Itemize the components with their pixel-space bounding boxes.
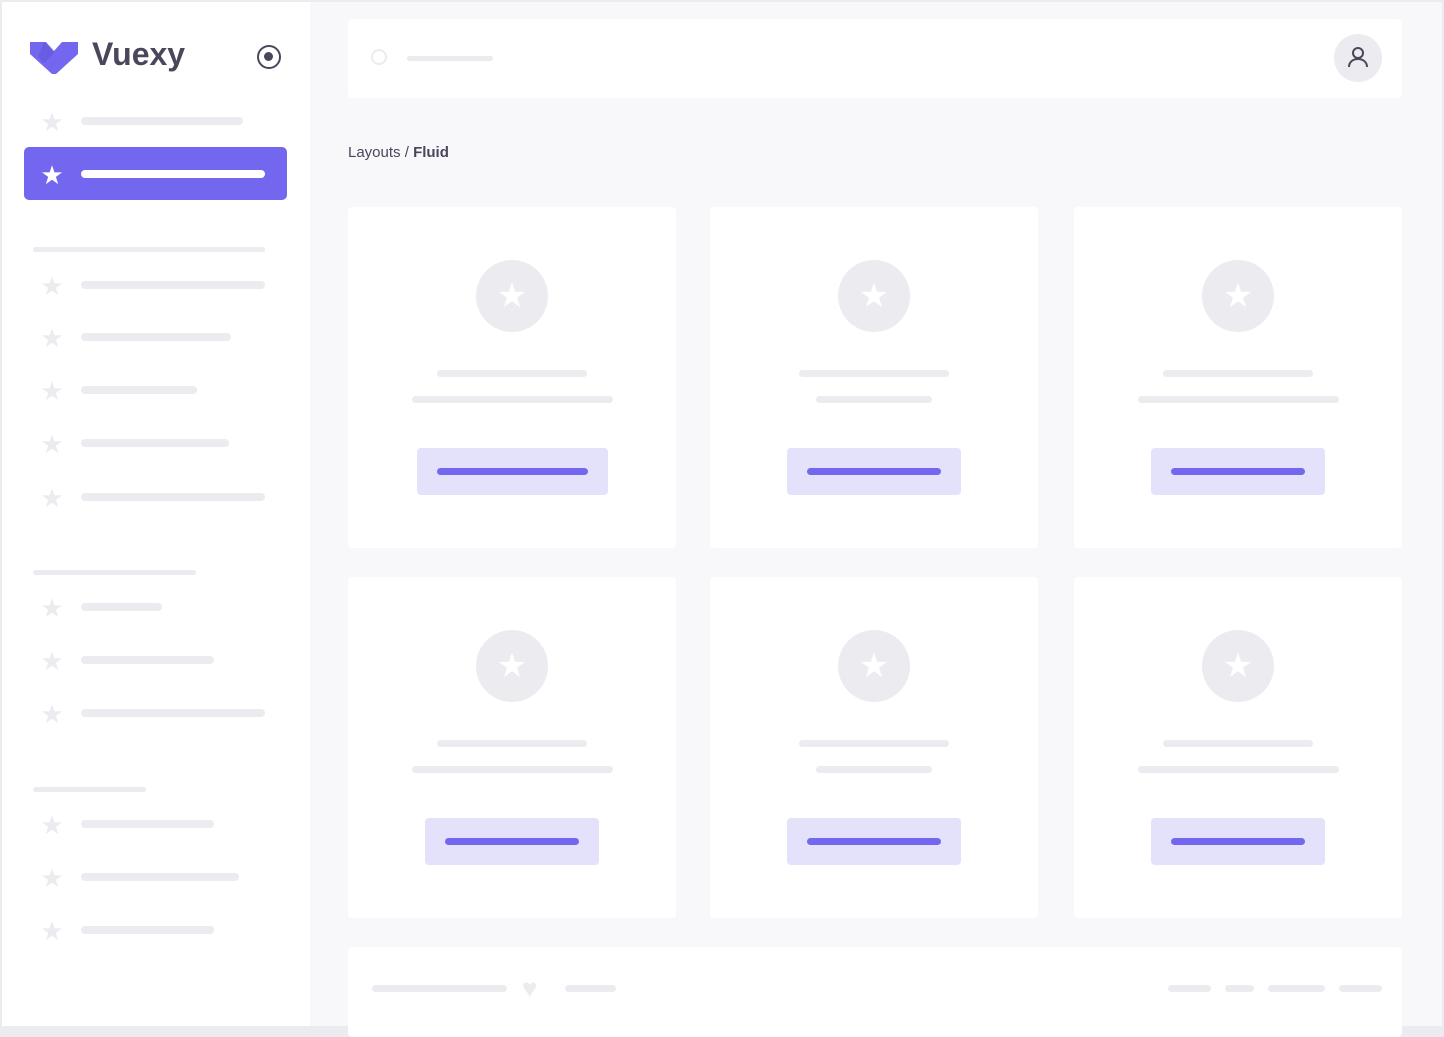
- sidebar: Vuexy ★ ★ ★ ★ ★ ★ ★ ★ ★ ★ ★ ★ ★: [2, 2, 310, 1026]
- card-subtitle: [1137, 766, 1339, 773]
- card-subtitle: [816, 396, 932, 403]
- star-icon: ★: [40, 271, 64, 301]
- button-label: [807, 468, 941, 475]
- card-action-button[interactable]: [787, 818, 961, 865]
- button-label: [436, 468, 588, 475]
- sidebar-item-label: [81, 117, 243, 125]
- sidebar-section-divider: [33, 247, 265, 252]
- footer: ♥: [348, 947, 1402, 1037]
- brand-name: Vuexy: [92, 36, 186, 72]
- sidebar-item-label: [81, 170, 265, 178]
- star-icon: ★: [40, 323, 64, 353]
- button-label: [807, 838, 941, 845]
- card-title: [799, 740, 949, 747]
- top-navbar: [348, 19, 1402, 98]
- star-icon: ★: [40, 810, 64, 840]
- vuexy-logo-icon: [30, 42, 78, 74]
- sidebar-item-label: [81, 281, 265, 289]
- sidebar-item-label: [81, 709, 265, 717]
- content-card: ★: [1074, 207, 1402, 548]
- sidebar-item-label: [81, 603, 162, 611]
- footer-text: [372, 985, 507, 992]
- star-icon: ★: [40, 429, 64, 459]
- sidebar-item-label: [81, 873, 239, 881]
- star-icon: ★: [838, 630, 910, 702]
- sidebar-item-label: [81, 926, 214, 934]
- content-card: ★: [710, 207, 1038, 548]
- content-card: ★: [1074, 577, 1402, 918]
- star-icon: ★: [476, 260, 548, 332]
- card-subtitle: [411, 766, 613, 773]
- content-card: ★: [348, 207, 676, 548]
- card-action-button[interactable]: [425, 818, 599, 865]
- card-title: [799, 370, 949, 377]
- star-icon: ★: [40, 593, 64, 623]
- content-card: ★: [710, 577, 1038, 918]
- card-subtitle: [816, 766, 932, 773]
- star-icon: ★: [40, 160, 64, 190]
- footer-link[interactable]: [1268, 985, 1325, 992]
- card-action-button[interactable]: [416, 448, 608, 495]
- footer-link[interactable]: [1339, 985, 1382, 992]
- sidebar-item-label: [81, 493, 265, 501]
- card-subtitle: [1137, 396, 1339, 403]
- sidebar-item-label: [81, 386, 197, 394]
- breadcrumb: Layouts / Fluid: [348, 144, 449, 161]
- star-icon: ★: [40, 646, 64, 676]
- heart-icon: ♥: [522, 973, 538, 1003]
- star-icon: ★: [40, 699, 64, 729]
- card-title: [1163, 740, 1313, 747]
- sidebar-item-label: [81, 820, 214, 828]
- breadcrumb-separator: /: [400, 144, 414, 161]
- card-action-button[interactable]: [787, 448, 961, 495]
- star-icon: ★: [40, 916, 64, 946]
- star-icon: ★: [838, 260, 910, 332]
- star-icon: ★: [40, 483, 64, 513]
- button-label: [1171, 468, 1305, 475]
- star-icon: ★: [40, 376, 64, 406]
- button-label: [1171, 838, 1305, 845]
- sidebar-section-divider: [33, 570, 196, 575]
- user-avatar[interactable]: [1334, 34, 1382, 82]
- sidebar-item-label: [81, 439, 229, 447]
- card-title: [437, 740, 587, 747]
- star-icon: ★: [1202, 630, 1274, 702]
- logo[interactable]: [30, 40, 78, 76]
- content-card: ★: [348, 577, 676, 918]
- search-input[interactable]: [407, 56, 493, 61]
- breadcrumb-parent[interactable]: Layouts: [348, 144, 401, 161]
- breadcrumb-current: Fluid: [413, 144, 449, 161]
- star-icon: ★: [476, 630, 548, 702]
- star-icon: ★: [40, 863, 64, 893]
- sidebar-item-label: [81, 656, 214, 664]
- footer-text: [565, 985, 616, 992]
- footer-link[interactable]: [1168, 985, 1211, 992]
- sidebar-item-label: [81, 333, 231, 341]
- user-icon: [1348, 47, 1368, 68]
- card-action-button[interactable]: [1151, 818, 1325, 865]
- star-icon: ★: [40, 107, 64, 137]
- footer-link[interactable]: [1225, 985, 1254, 992]
- sidebar-section-divider: [33, 787, 146, 792]
- card-action-button[interactable]: [1151, 448, 1325, 495]
- star-icon: ★: [1202, 260, 1274, 332]
- card-title: [437, 370, 587, 377]
- search-icon[interactable]: [371, 49, 387, 65]
- button-label: [445, 838, 579, 845]
- radio-circle-icon[interactable]: [257, 45, 281, 69]
- card-subtitle: [411, 396, 613, 403]
- card-title: [1163, 370, 1313, 377]
